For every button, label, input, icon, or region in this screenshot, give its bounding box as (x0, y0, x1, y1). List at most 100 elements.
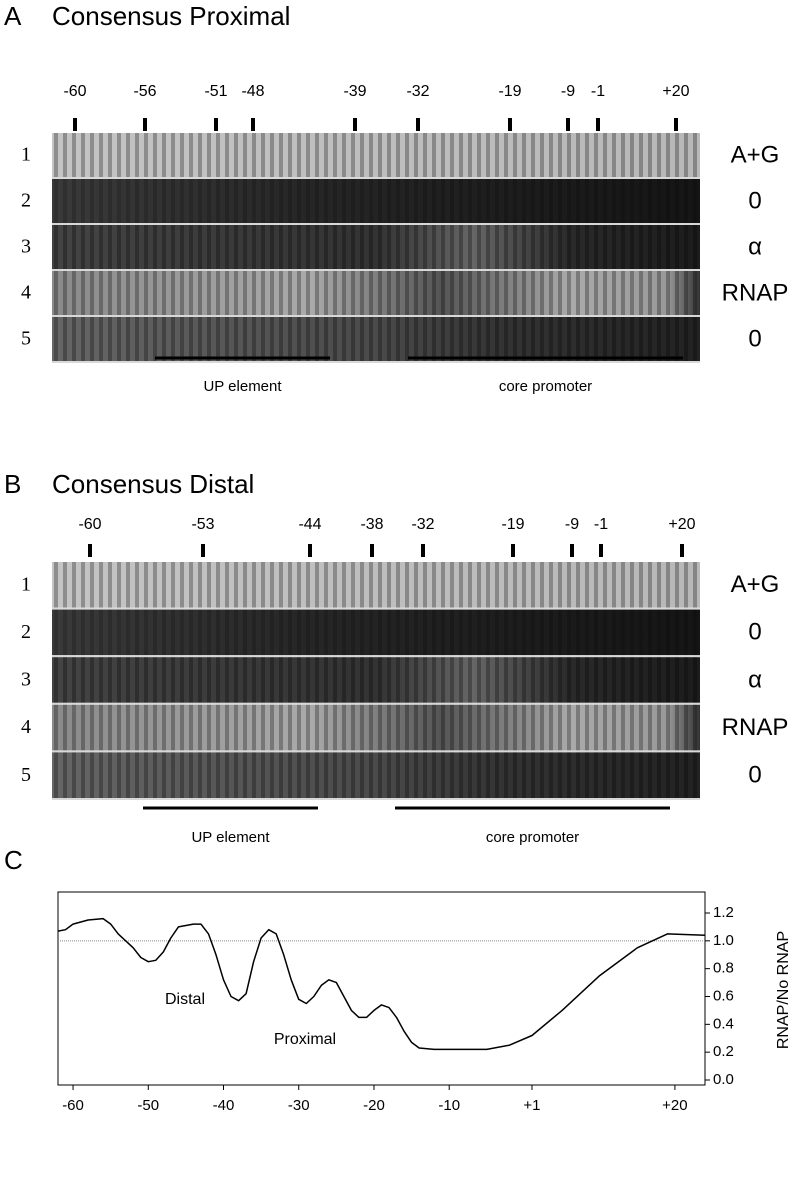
lane-gap (52, 269, 700, 271)
profile-chart: C -60 -50 -40 -30 -20 -10 +1 +20 0.0 0.2 0.4 0.6 0.8 1… (4, 845, 792, 1114)
position-tick (680, 544, 684, 557)
lane-label: RNAP (722, 714, 789, 741)
position-tick (566, 118, 570, 131)
lane-gap (52, 177, 700, 179)
region-label: core promoter (499, 378, 592, 395)
position-label: -44 (298, 516, 321, 533)
position-tick (308, 544, 312, 557)
position-label: -1 (591, 83, 605, 100)
gel-bands (52, 225, 700, 269)
y-tick-label: 0.0 (713, 1071, 734, 1088)
position-label: -48 (241, 83, 264, 100)
gel-bands (52, 704, 700, 751)
position-tick (251, 118, 255, 131)
y-tick-label: 0.6 (713, 987, 734, 1004)
position-label: -1 (594, 516, 608, 533)
position-tick (88, 544, 92, 557)
position-label: -56 (133, 83, 156, 100)
position-label: -19 (498, 83, 521, 100)
y-tick-label: 0.8 (713, 960, 734, 977)
region-label: core promoter (486, 829, 579, 846)
position-tick (214, 118, 218, 131)
lane-gap (52, 315, 700, 317)
x-tick-label: -20 (363, 1097, 385, 1114)
lane-number: 2 (21, 621, 31, 643)
position-label: +20 (662, 83, 689, 100)
gel-bands (52, 752, 700, 798)
lane-number: 4 (21, 716, 31, 738)
y-axis-label: RNAP/No RNAP (775, 931, 792, 1049)
panel-letter: A (4, 1, 22, 31)
position-label: -39 (343, 83, 366, 100)
gel-bands (52, 179, 700, 223)
lane-number: 4 (21, 282, 31, 304)
gel-bands (52, 657, 700, 703)
gel-bands (52, 609, 700, 656)
annotation: Proximal (274, 1031, 336, 1048)
annotation: Distal (165, 991, 205, 1008)
lane-gap (52, 361, 700, 363)
position-tick (370, 544, 374, 557)
lane-gap (52, 655, 700, 658)
panel-letter: B (4, 469, 21, 499)
gel-bands (52, 133, 700, 177)
lane-gap (52, 750, 700, 753)
position-label: -60 (63, 83, 86, 100)
x-tick-label: +20 (662, 1097, 687, 1114)
gel-bands (52, 271, 700, 315)
region-label: UP element (203, 378, 282, 395)
position-tick (201, 544, 205, 557)
profile-line (57, 917, 706, 1051)
position-tick (508, 118, 512, 131)
x-tick-label: -40 (213, 1097, 235, 1114)
position-label: -51 (204, 83, 227, 100)
x-tick-label: -10 (438, 1097, 460, 1114)
lane-label: 0 (748, 187, 761, 214)
lane-number: 5 (21, 764, 31, 786)
gel-bands (52, 317, 700, 361)
gel-panels: A Consensus Proximal -60 -56 -51 -48 -39 -32 -19… (4, 1, 788, 846)
y-tick-label: 1.0 (713, 932, 734, 949)
position-tick (596, 118, 600, 131)
lane-label: α (748, 233, 762, 260)
lane-number: 1 (21, 573, 31, 595)
lane-label: 0 (748, 619, 761, 646)
x-tick-label: +1 (523, 1097, 540, 1114)
position-tick (599, 544, 603, 557)
position-label: -60 (78, 516, 101, 533)
lane-label: α (748, 666, 762, 693)
position-tick (143, 118, 147, 131)
x-tick-label: -60 (62, 1097, 84, 1114)
lane-number: 2 (21, 190, 31, 212)
gel-bands (52, 562, 700, 608)
lane-gap (52, 223, 700, 225)
y-tick-label: 0.2 (713, 1043, 734, 1060)
x-tick-label: -30 (288, 1097, 310, 1114)
lane-gap (52, 798, 700, 800)
region-label: UP element (191, 829, 270, 846)
position-tick (416, 118, 420, 131)
lane-gap (52, 702, 700, 705)
lane-label: RNAP (722, 279, 789, 306)
position-label: -9 (565, 516, 579, 533)
lane-label: 0 (748, 325, 761, 352)
position-tick (570, 544, 574, 557)
lane-number: 1 (21, 144, 31, 166)
position-label: -32 (406, 83, 429, 100)
position-label: -53 (191, 516, 214, 533)
lane-number: 3 (21, 236, 31, 258)
position-label: +20 (668, 516, 695, 533)
lane-label: 0 (748, 762, 761, 789)
position-tick (73, 118, 77, 131)
panel-title: Consensus Proximal (52, 1, 290, 31)
position-label: -38 (360, 516, 383, 533)
panel-letter: C (4, 845, 23, 875)
position-tick (421, 544, 425, 557)
y-tick-label: 0.4 (713, 1015, 734, 1032)
lane-gap (52, 607, 700, 610)
plot-frame (57, 891, 706, 1086)
position-label: -9 (561, 83, 575, 100)
position-label: -32 (411, 516, 434, 533)
y-tick-label: 1.2 (713, 904, 734, 921)
